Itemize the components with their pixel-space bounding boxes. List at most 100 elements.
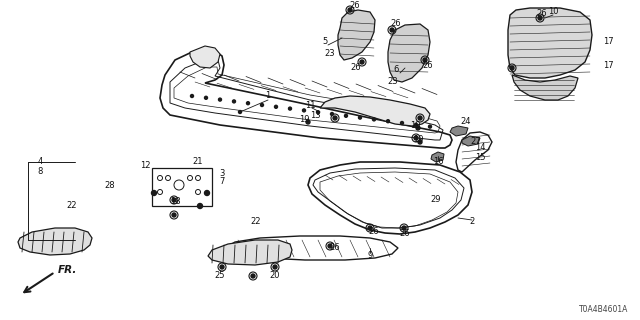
Circle shape xyxy=(423,58,427,62)
Text: 19: 19 xyxy=(410,121,420,130)
Circle shape xyxy=(246,102,250,105)
Circle shape xyxy=(429,125,431,128)
Text: 26: 26 xyxy=(351,63,362,73)
Text: 28: 28 xyxy=(105,181,115,190)
Text: 19: 19 xyxy=(413,135,423,145)
Polygon shape xyxy=(190,46,220,68)
Text: 26: 26 xyxy=(349,2,360,11)
Text: 19: 19 xyxy=(299,116,309,124)
Polygon shape xyxy=(18,228,92,255)
Text: 27: 27 xyxy=(470,138,481,147)
Circle shape xyxy=(205,190,209,196)
Circle shape xyxy=(372,118,376,121)
Circle shape xyxy=(402,226,406,230)
Circle shape xyxy=(387,120,390,123)
Bar xyxy=(152,168,212,206)
Text: 26: 26 xyxy=(537,10,547,19)
Text: 21: 21 xyxy=(193,157,204,166)
Text: 5: 5 xyxy=(323,37,328,46)
Text: 26: 26 xyxy=(422,61,433,70)
Circle shape xyxy=(348,8,352,12)
Circle shape xyxy=(538,16,542,20)
Circle shape xyxy=(232,100,236,103)
Polygon shape xyxy=(308,162,472,234)
Polygon shape xyxy=(320,96,430,126)
Circle shape xyxy=(306,120,310,124)
Text: 3: 3 xyxy=(220,170,225,179)
Circle shape xyxy=(172,198,176,202)
Text: 22: 22 xyxy=(67,202,77,211)
Circle shape xyxy=(416,126,420,130)
Polygon shape xyxy=(208,240,292,265)
Polygon shape xyxy=(456,132,492,172)
Polygon shape xyxy=(431,152,444,162)
Circle shape xyxy=(251,274,255,278)
Circle shape xyxy=(418,116,422,120)
Text: 26: 26 xyxy=(369,228,380,236)
Circle shape xyxy=(358,116,362,119)
Text: 7: 7 xyxy=(220,178,225,187)
Circle shape xyxy=(333,116,337,120)
Polygon shape xyxy=(338,10,375,60)
Text: 8: 8 xyxy=(37,167,43,177)
Polygon shape xyxy=(462,136,480,146)
Circle shape xyxy=(191,94,193,98)
Text: 23: 23 xyxy=(324,50,335,59)
Text: 15: 15 xyxy=(475,154,485,163)
Circle shape xyxy=(418,140,422,144)
Circle shape xyxy=(220,265,224,269)
Circle shape xyxy=(414,136,418,140)
Circle shape xyxy=(218,98,221,101)
Text: 9: 9 xyxy=(367,251,372,260)
Text: 24: 24 xyxy=(461,117,471,126)
Circle shape xyxy=(510,66,514,70)
Polygon shape xyxy=(508,8,592,78)
Circle shape xyxy=(239,110,241,114)
Polygon shape xyxy=(450,126,468,136)
Text: 26: 26 xyxy=(330,244,340,252)
Circle shape xyxy=(152,190,157,196)
Text: 25: 25 xyxy=(215,270,225,279)
Polygon shape xyxy=(160,50,452,148)
Text: 20: 20 xyxy=(269,270,280,279)
Text: 10: 10 xyxy=(548,7,558,17)
Circle shape xyxy=(172,213,176,217)
Text: 12: 12 xyxy=(140,162,150,171)
Text: 22: 22 xyxy=(251,218,261,227)
Text: 6: 6 xyxy=(394,66,399,75)
Circle shape xyxy=(368,226,372,230)
Text: 14: 14 xyxy=(475,143,485,153)
Text: FR.: FR. xyxy=(58,265,77,275)
Circle shape xyxy=(205,96,207,99)
Text: 17: 17 xyxy=(603,37,613,46)
Text: 16: 16 xyxy=(433,157,444,166)
Text: 26: 26 xyxy=(390,20,401,28)
Circle shape xyxy=(401,122,403,124)
Polygon shape xyxy=(388,24,430,82)
Text: 26: 26 xyxy=(400,229,410,238)
Text: 13: 13 xyxy=(310,110,320,119)
Text: 4: 4 xyxy=(37,157,43,166)
Circle shape xyxy=(390,28,394,32)
Circle shape xyxy=(260,103,264,107)
Circle shape xyxy=(275,105,278,108)
Circle shape xyxy=(328,244,332,248)
Circle shape xyxy=(289,107,291,110)
Circle shape xyxy=(360,60,364,64)
Polygon shape xyxy=(512,75,578,100)
Text: 1: 1 xyxy=(266,91,271,100)
Text: 18: 18 xyxy=(170,197,180,206)
Circle shape xyxy=(317,111,319,114)
Circle shape xyxy=(344,114,348,117)
Circle shape xyxy=(415,123,417,126)
Polygon shape xyxy=(225,236,398,260)
Text: 2: 2 xyxy=(469,218,475,227)
Circle shape xyxy=(330,113,333,116)
Text: 23: 23 xyxy=(388,77,398,86)
Circle shape xyxy=(273,265,277,269)
Text: 17: 17 xyxy=(603,60,613,69)
Text: 11: 11 xyxy=(305,101,316,110)
Circle shape xyxy=(303,109,305,112)
Circle shape xyxy=(198,204,202,209)
Text: 29: 29 xyxy=(431,196,441,204)
